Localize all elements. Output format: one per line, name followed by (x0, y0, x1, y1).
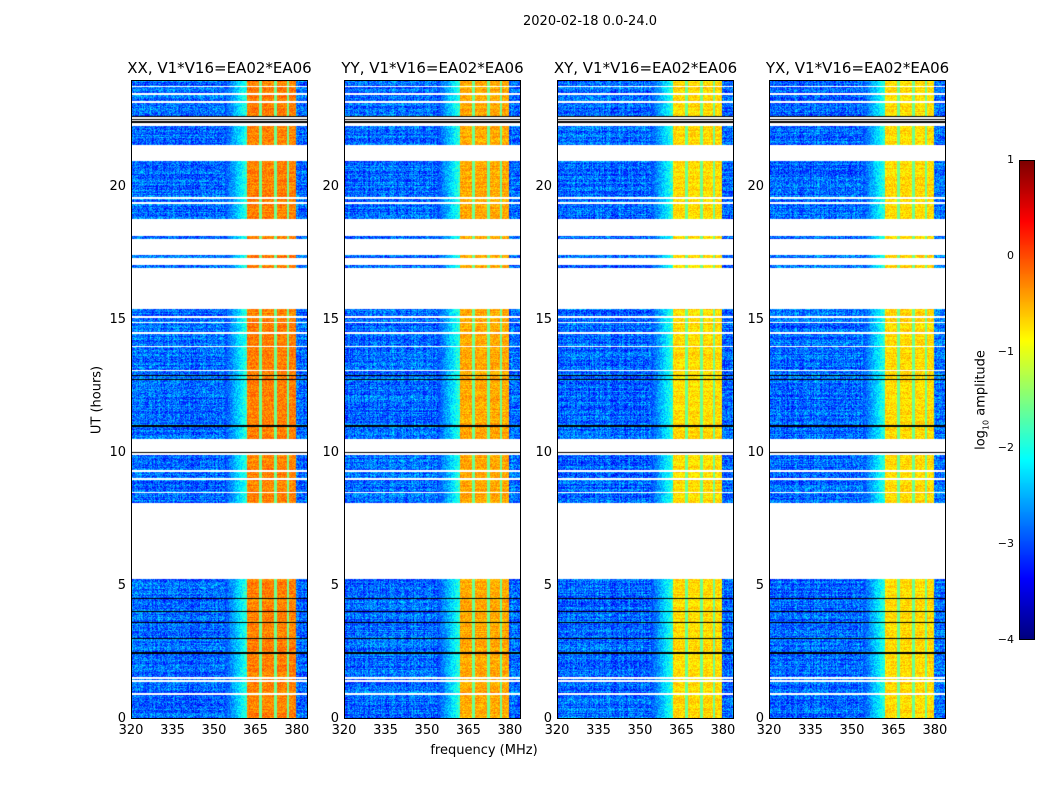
x-tick-label: 365 (456, 723, 481, 738)
y-tick-label: 20 (109, 178, 126, 194)
y-tick-label: 20 (747, 178, 764, 194)
x-tick-label: 350 (414, 723, 440, 738)
y-tick-label: 10 (322, 444, 339, 460)
x-tick-label: 350 (627, 723, 653, 738)
x-tick-label: 335 (798, 723, 823, 738)
colorbar-label: log10 amplitude (973, 350, 991, 450)
colorbar-tick-label: −4 (997, 633, 1014, 646)
y-tick-label: 15 (535, 311, 552, 327)
y-tick-label: 0 (543, 711, 552, 726)
colorbar-tick-label: −1 (997, 345, 1014, 358)
panel-title: YY, V1*V16=EA02*EA06 (341, 59, 524, 77)
figure-title: 2020-02-18 0.0-24.0 (523, 14, 657, 29)
heatmap-cells (132, 81, 307, 718)
x-tick-label: 350 (201, 723, 227, 738)
y-tick-label: 5 (117, 577, 126, 593)
heatmap-cells (345, 81, 520, 718)
x-tick-label: 350 (839, 723, 865, 738)
y-axis-label: UT (hours) (89, 365, 105, 435)
y-tick-label: 5 (755, 577, 764, 593)
panel-title: XX, V1*V16=EA02*EA06 (127, 59, 312, 77)
x-tick-label: 320 (331, 723, 357, 738)
y-tick-label: 0 (755, 711, 764, 726)
colorbar (1019, 160, 1035, 640)
heatmap-cells (558, 81, 733, 718)
colorbar-tick-label: 0 (1007, 249, 1014, 262)
y-tick-label: 15 (109, 311, 126, 327)
x-tick-label: 335 (160, 723, 185, 738)
y-tick-label: 15 (747, 311, 764, 327)
y-tick-label: 10 (535, 444, 552, 460)
panel-title: YX, V1*V16=EA02*EA06 (765, 59, 950, 77)
heatmap-panel-1 (344, 80, 521, 719)
y-tick-label: 0 (117, 711, 126, 726)
y-tick-label: 10 (747, 444, 764, 460)
x-tick-label: 380 (922, 723, 948, 738)
colorbar-tick-label: −3 (997, 537, 1014, 550)
colorbar-tick-label: −2 (997, 441, 1014, 454)
y-tick-label: 5 (543, 577, 552, 593)
x-tick-label: 365 (881, 723, 906, 738)
y-tick-label: 15 (322, 311, 339, 327)
panel-title: XY, V1*V16=EA02*EA06 (553, 59, 738, 77)
y-tick-label: 20 (322, 178, 339, 194)
y-tick-label: 5 (330, 577, 339, 593)
x-tick-label: 335 (586, 723, 611, 738)
x-tick-label: 320 (118, 723, 144, 738)
x-tick-label: 320 (544, 723, 570, 738)
x-axis-label: frequency (MHz) (430, 743, 538, 758)
x-tick-label: 365 (243, 723, 268, 738)
x-tick-label: 320 (756, 723, 782, 738)
heatmap-panel-0 (131, 80, 308, 719)
heatmap-cells (770, 81, 945, 718)
x-tick-label: 380 (497, 723, 523, 738)
x-tick-label: 335 (373, 723, 398, 738)
y-tick-label: 0 (330, 711, 339, 726)
x-tick-label: 380 (284, 723, 310, 738)
colorbar-tick-label: 1 (1007, 153, 1014, 166)
x-tick-label: 365 (669, 723, 694, 738)
heatmap-panel-2 (557, 80, 734, 719)
x-tick-label: 380 (710, 723, 736, 738)
heatmap-panel-3 (769, 80, 946, 719)
y-tick-label: 20 (535, 178, 552, 194)
y-tick-label: 10 (109, 444, 126, 460)
